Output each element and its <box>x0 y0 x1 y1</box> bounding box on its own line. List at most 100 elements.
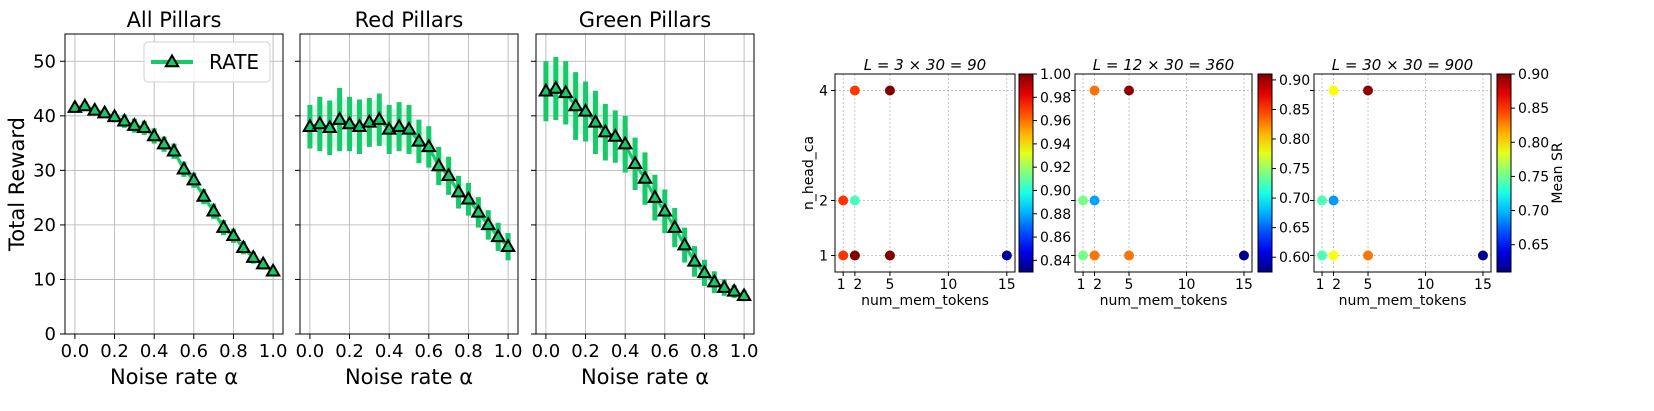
data-point <box>736 287 752 302</box>
data-point <box>500 238 516 252</box>
line-chart-2: 0.0 0.2 0.4 0.6 0.8 1.0 Red Pillars Noise rate … <box>295 8 522 389</box>
colorbar-label: Mean SR <box>1550 142 1566 203</box>
scatter-point <box>1328 250 1339 261</box>
scatter-point <box>849 85 860 96</box>
x-tick-label: 0.8 <box>454 341 483 362</box>
scatter-point <box>1363 85 1374 96</box>
chart-title: L = 3 × 30 = 90 <box>864 56 986 74</box>
scatter-point <box>1238 250 1249 261</box>
data-point <box>205 202 222 217</box>
colorbar-tick-label: 0.92 <box>1040 160 1071 176</box>
x-tick-label: 1.0 <box>730 341 759 362</box>
axes-frame <box>1074 73 1253 273</box>
x-axis-label: Noise rate α <box>581 365 709 389</box>
data-point <box>656 202 673 217</box>
colorbar-tick-label: 0.85 <box>1279 102 1310 118</box>
scatter-point <box>1001 250 1012 261</box>
data-point <box>607 128 624 142</box>
x-tick-label: 0.2 <box>100 341 129 362</box>
scatter-point <box>1124 250 1135 261</box>
data-point <box>450 183 467 198</box>
colorbar-tick-label: 0.75 <box>1279 162 1310 178</box>
x-tick-label: 2 <box>853 277 862 293</box>
data-point <box>225 227 242 242</box>
x-tick-label: 0.6 <box>179 341 208 362</box>
data-point <box>637 170 653 184</box>
colorbar-tick-label: 0.98 <box>1040 90 1071 106</box>
colorbar-tick-label: 0.96 <box>1040 114 1071 130</box>
data-point <box>480 216 497 231</box>
x-axis-label: num_mem_tokens <box>1339 293 1467 309</box>
data-point <box>726 282 743 297</box>
x-tick-label: 10 <box>939 277 957 293</box>
scatter-point <box>849 195 860 206</box>
data-point <box>557 84 574 99</box>
x-tick-label: 10 <box>1178 277 1196 293</box>
line-chart-1: 0.0 0.2 0.4 0.6 0.8 1.0 0 10 20 30 40 50 All Pillars… <box>5 8 287 389</box>
y-tick-label: 10 <box>33 269 56 290</box>
x-tick-label: 0.0 <box>532 341 561 362</box>
x-tick-label: 5 <box>1125 277 1134 293</box>
colorbar-tick-label: 0.80 <box>1279 132 1310 148</box>
scatter-point <box>1089 250 1100 261</box>
data-point <box>265 262 281 277</box>
x-tick-label: 1.0 <box>259 341 288 362</box>
scatter-point <box>1078 195 1089 206</box>
data-point <box>716 279 733 293</box>
scatter-point <box>838 250 849 261</box>
scatter-point <box>1089 195 1100 206</box>
y-axis-label: n_head_ca <box>801 136 817 210</box>
data-point <box>331 111 348 125</box>
colorbar-tick-label: 0.75 <box>1518 169 1549 185</box>
data-point <box>617 135 634 150</box>
data-point <box>321 119 338 134</box>
scatter-point <box>1317 250 1328 261</box>
data-point <box>255 255 272 270</box>
x-tick-label: 0.2 <box>335 341 364 362</box>
x-tick-label: 0.8 <box>690 341 719 362</box>
x-tick-label: 0.0 <box>296 341 325 362</box>
chart-title: All Pillars <box>127 8 222 32</box>
colorbar-tick-label: 0.88 <box>1040 207 1071 223</box>
x-tick-label: 0.8 <box>219 341 248 362</box>
x-axis-label: num_mem_tokens <box>1100 293 1228 309</box>
data-point <box>156 135 172 150</box>
axes-frame <box>1313 73 1492 273</box>
data-point <box>696 264 713 279</box>
scatter-point <box>1124 85 1135 96</box>
data-point <box>597 123 614 138</box>
data-point <box>706 273 723 288</box>
colorbar-tick-label: 0.65 <box>1518 238 1549 254</box>
data-point <box>411 132 427 147</box>
data-point <box>166 142 182 157</box>
scatter-point <box>1328 85 1339 96</box>
colorbar-tick-label: 0.86 <box>1040 230 1071 246</box>
scatter-point <box>1078 250 1089 261</box>
x-tick-label: 0.6 <box>414 341 443 362</box>
x-tick-label: 0.0 <box>61 341 90 362</box>
scatter-chart-3: 1 2 5 10 15 L = 30 × 30 = 900 num_mem_tokens 0.… <box>1310 56 1566 309</box>
y-tick-label: 50 <box>33 51 56 72</box>
scatter-point <box>1328 195 1339 206</box>
scatter-point <box>838 195 849 206</box>
x-tick-label: 15 <box>998 277 1016 293</box>
data-point <box>627 155 643 170</box>
y-tick-label: 2 <box>819 194 828 210</box>
data-point <box>86 101 103 116</box>
data-point <box>420 138 437 153</box>
axes-frame <box>834 73 1016 273</box>
y-tick-label: 30 <box>33 160 56 181</box>
data-point <box>391 118 407 132</box>
data-point <box>351 118 368 132</box>
colorbar-tick-label: 0.90 <box>1518 67 1549 83</box>
x-tick-label: 0.6 <box>650 341 679 362</box>
data-point <box>146 127 163 142</box>
colorbar-tick-label: 0.65 <box>1279 221 1310 237</box>
data-point <box>490 228 507 243</box>
y-tick-label: 0 <box>45 324 56 345</box>
legend: RATE <box>143 41 271 83</box>
data-point <box>587 113 604 128</box>
x-tick-label: 1 <box>837 277 846 293</box>
x-axis-label: Noise rate α <box>110 365 238 389</box>
